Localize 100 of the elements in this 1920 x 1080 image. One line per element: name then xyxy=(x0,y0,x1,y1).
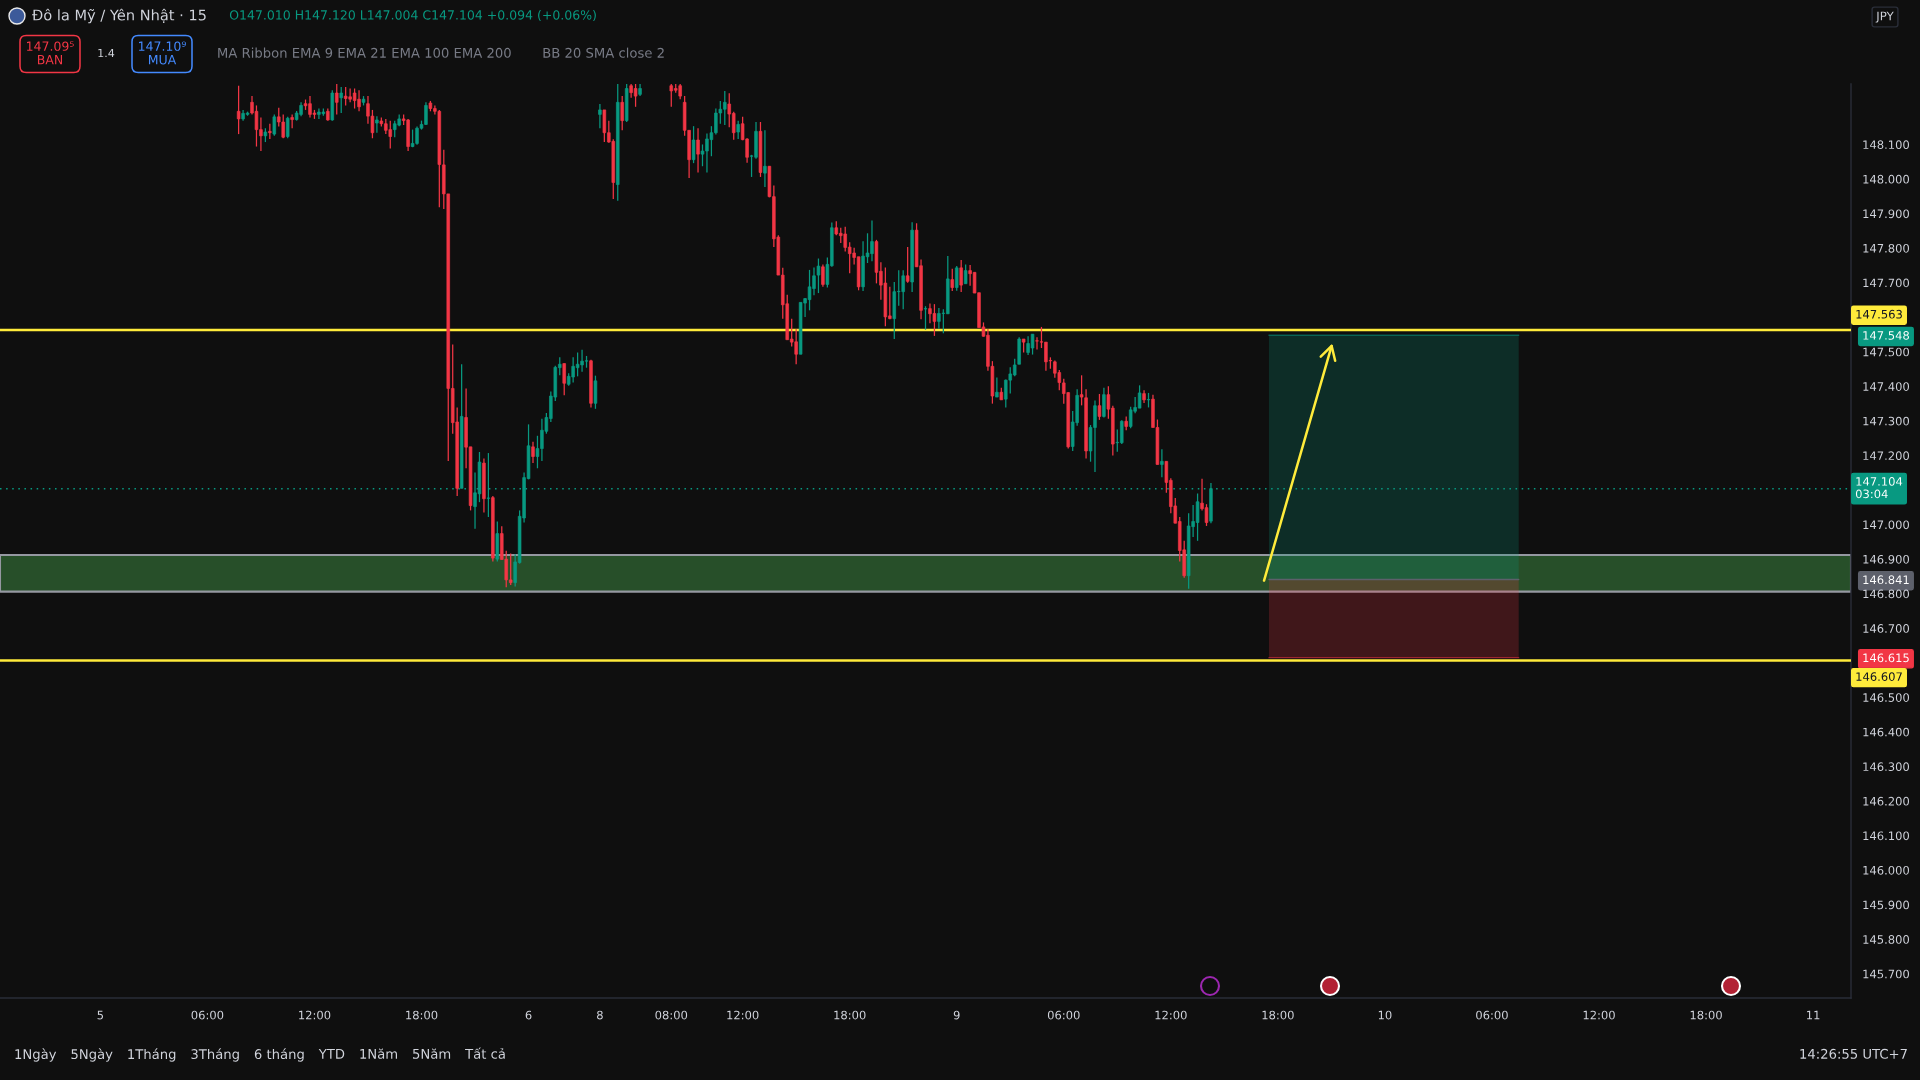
candlestick xyxy=(375,115,379,134)
candlestick xyxy=(562,362,566,396)
y-tick-label: 146.800 xyxy=(1863,589,1910,599)
y-tick-label: 146.100 xyxy=(1863,831,1910,841)
text: 147.10⁹ xyxy=(139,41,186,51)
y-tick-label: 145.900 xyxy=(1863,900,1910,910)
y-tick-label: 146.400 xyxy=(1863,727,1910,737)
candlestick xyxy=(959,259,963,293)
x-tick-label: 6 xyxy=(525,1010,532,1020)
ref-line-label: 147.104 03:04 xyxy=(1855,477,1903,499)
candlestick xyxy=(620,95,624,131)
candlestick xyxy=(1102,387,1106,419)
candlestick xyxy=(905,246,910,284)
candlestick xyxy=(285,116,290,139)
x-tick-label: 12:00 xyxy=(1583,1010,1615,1020)
candlestick xyxy=(593,375,598,410)
candlestick xyxy=(736,120,740,140)
y-tick-label: 145.800 xyxy=(1863,935,1910,944)
ref-line-label: 146.607 xyxy=(1856,672,1902,681)
candlestick xyxy=(995,376,999,398)
y-tick-label: 146.700 xyxy=(1863,624,1910,633)
x-tick-label: 8 xyxy=(597,1010,603,1020)
candlestick xyxy=(812,266,816,296)
candlestick xyxy=(531,441,535,464)
y-tick-label: 146.300 xyxy=(1863,762,1910,772)
x-tick-label: 9 xyxy=(953,1010,960,1020)
text: 5Năm xyxy=(413,1048,451,1059)
candlestick xyxy=(821,263,825,288)
text: 14:26:55 UTC+7 xyxy=(1800,1048,1907,1059)
candlestick xyxy=(352,87,357,110)
candlestick xyxy=(254,104,259,148)
candlestick xyxy=(950,268,954,292)
candlestick xyxy=(937,307,941,330)
text: Tất cả xyxy=(465,1047,505,1059)
text: 3Tháng xyxy=(191,1048,239,1062)
text: YTD xyxy=(318,1049,345,1059)
candlestick xyxy=(794,328,798,365)
y-tick-label: 148.100 xyxy=(1863,140,1910,150)
candlestick xyxy=(388,120,392,150)
candlestick xyxy=(317,107,321,120)
text: JPY xyxy=(1875,11,1894,23)
candlestick xyxy=(1195,492,1200,542)
x-tick-label: 12:00 xyxy=(1155,1010,1187,1020)
candlestick xyxy=(1160,448,1164,478)
y-tick-label: 146.200 xyxy=(1863,796,1910,806)
x-tick-label: 18:00 xyxy=(834,1010,866,1020)
x-tick-label: 06:00 xyxy=(1047,1010,1080,1020)
y-tick-label: 147.500 xyxy=(1863,347,1910,357)
x-tick-label: 18:00 xyxy=(1262,1010,1294,1020)
candlestick xyxy=(508,552,513,586)
y-tick-label: 147.300 xyxy=(1863,416,1910,426)
text: 147.09⁵ xyxy=(27,41,74,51)
y-tick-label: 148.000 xyxy=(1863,174,1910,184)
x-tick-label: 5 xyxy=(97,1010,104,1020)
x-tick-label: 08:00 xyxy=(655,1010,688,1020)
x-tick-label: 10 xyxy=(1378,1010,1392,1020)
y-tick-label: 147.200 xyxy=(1863,451,1910,461)
x-tick-label: 06:00 xyxy=(191,1010,224,1020)
text: BB 20 SMA close 2 xyxy=(543,47,664,58)
candlestick xyxy=(932,303,937,337)
candlestick xyxy=(901,269,905,310)
y-tick-label: 145.700 xyxy=(1863,969,1910,979)
candlestick xyxy=(963,263,968,285)
candlestick xyxy=(696,127,700,174)
candlestick xyxy=(1030,333,1035,356)
text: MUA xyxy=(148,55,177,65)
x-tick-label: 18:00 xyxy=(1690,1010,1722,1020)
y-tick-label: 146.500 xyxy=(1863,693,1910,702)
candlestick xyxy=(1097,393,1102,421)
y-tick-label: 146.615 xyxy=(1863,653,1909,663)
candlestick xyxy=(339,86,343,114)
x-tick-label: 11 xyxy=(1807,1010,1820,1020)
candlestick xyxy=(357,89,361,112)
candlestick xyxy=(816,257,821,294)
candlestick xyxy=(691,125,696,164)
candlestick xyxy=(236,85,241,135)
y-tick-label: 147.700 xyxy=(1863,278,1910,288)
chart-title: Đô la Mỹ / Yên Nhật · 15 xyxy=(32,8,206,24)
candlestick xyxy=(807,269,812,311)
y-tick-label: 147.900 xyxy=(1863,209,1910,219)
candlestick xyxy=(290,113,294,129)
candlestick xyxy=(1035,336,1039,351)
y-tick-label: 147.400 xyxy=(1863,382,1910,391)
x-tick-label: 12:00 xyxy=(299,1010,331,1020)
y-tick-label: 147.548 xyxy=(1863,331,1909,340)
text: 1Năm xyxy=(360,1048,397,1059)
y-tick-label: 147.800 xyxy=(1863,243,1910,253)
text: 1.4 xyxy=(98,48,115,58)
y-tick-label: 147.000 xyxy=(1863,520,1910,530)
text: 1Ngày xyxy=(15,1048,57,1062)
candlestick xyxy=(928,302,932,324)
text: BAN xyxy=(37,55,63,65)
text: 1Tháng xyxy=(128,1048,176,1062)
candlestick xyxy=(598,103,602,129)
x-tick-label: 12:00 xyxy=(727,1010,759,1020)
y-tick-label: 146.000 xyxy=(1863,865,1910,875)
candlestick xyxy=(272,113,277,137)
x-tick-label: 18:00 xyxy=(406,1010,438,1020)
candlestick xyxy=(954,265,959,292)
candlestick xyxy=(923,305,928,331)
